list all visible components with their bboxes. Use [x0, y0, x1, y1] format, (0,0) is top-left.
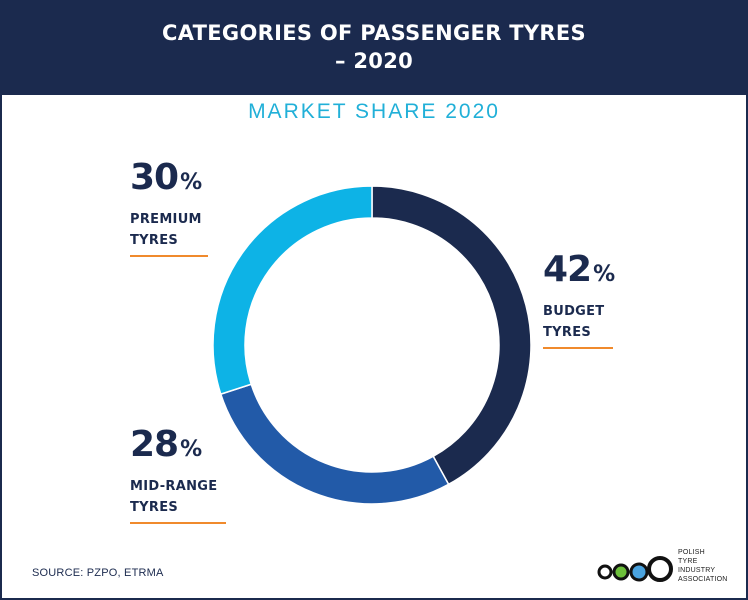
premium-percent: 30% — [130, 158, 208, 203]
premium-name-line1: PREMIUM — [130, 212, 202, 227]
logo-rings-icon — [597, 556, 673, 582]
header-banner: CATEGORIES OF PASSENGER TYRES – 2020 — [0, 0, 748, 95]
mid-range-percent: 28% — [130, 425, 226, 470]
logo-text: POLISH TYRE INDUSTRY ASSOCIATION — [678, 548, 728, 584]
budget-value: 42 — [543, 249, 592, 290]
premium-name-line2: TYRES — [130, 233, 179, 248]
pzpo-logo: POLISH TYRE INDUSTRY ASSOCIATION — [596, 548, 728, 586]
logo-line-2: TYRE — [678, 558, 698, 565]
logo-line-3: INDUSTRY — [678, 567, 716, 574]
budget-underline — [543, 347, 613, 349]
premium-unit: % — [180, 170, 202, 195]
budget-percent: 42% — [543, 249, 615, 295]
mid-range-name-line2: TYRES — [130, 500, 179, 515]
mid-range-value: 28 — [130, 424, 179, 465]
donut-slice-premium — [212, 185, 373, 396]
source-note: SOURCE: PZPO, ETRMA — [32, 567, 164, 579]
mid-range-underline — [130, 522, 226, 524]
mid-range-name-line1: MID-RANGE — [130, 479, 218, 494]
mid-range-unit: % — [180, 437, 202, 462]
budget-name-line2: TYRES — [543, 325, 592, 340]
donut-slice-mid-range — [219, 383, 450, 505]
budget-name-line1: BUDGET — [543, 304, 605, 319]
label-mid-range: 28% MID-RANGE TYRES — [130, 425, 226, 524]
premium-underline — [130, 255, 208, 257]
mid-range-name: MID-RANGE TYRES — [130, 476, 226, 518]
budget-name: BUDGET TYRES — [543, 301, 613, 343]
label-premium: 30% PREMIUM TYRES — [130, 158, 208, 257]
chart-subtitle: MARKET SHARE 2020 — [248, 100, 500, 123]
premium-value: 30 — [130, 157, 179, 198]
logo-line-4: ASSOCIATION — [678, 576, 728, 583]
logo-line-1: POLISH — [678, 549, 705, 556]
donut-slice-budget — [371, 185, 532, 486]
budget-unit: % — [593, 262, 615, 287]
page-title-year: – 2020 — [334, 49, 414, 73]
label-budget: 42% BUDGET TYRES — [543, 249, 615, 349]
premium-name: PREMIUM TYRES — [130, 209, 208, 251]
page-title: CATEGORIES OF PASSENGER TYRES — [162, 21, 586, 45]
